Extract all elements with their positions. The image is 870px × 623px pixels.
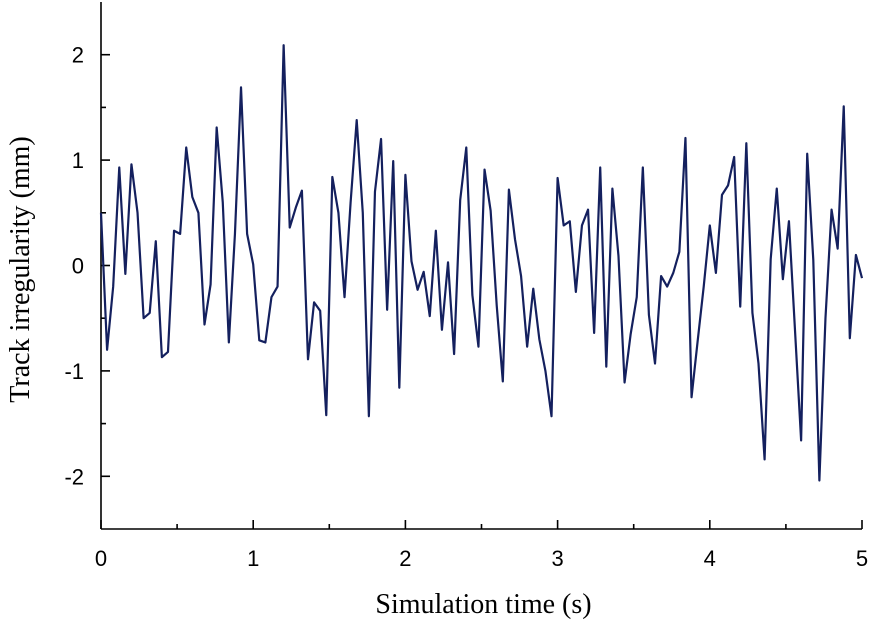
x-tick-label: 5 <box>856 546 868 571</box>
y-tick-label: -2 <box>64 464 84 489</box>
x-tick-label: 4 <box>704 546 716 571</box>
ticks <box>100 53 863 529</box>
y-axis-label: Track irregularity (mm) <box>5 136 36 402</box>
x-axis-label: Simulation time (s) <box>375 589 591 620</box>
x-tick-label: 1 <box>247 546 259 571</box>
x-tick-label: 3 <box>551 546 563 571</box>
x-tick-label: 0 <box>95 546 107 571</box>
y-tick-label: 1 <box>72 148 84 173</box>
y-tick-label: 0 <box>72 254 84 279</box>
tick-labels: 0 1 2 3 4 5 -2 -1 0 1 2 <box>64 43 868 571</box>
x-tick-label: 2 <box>399 546 411 571</box>
y-tick-label: -1 <box>64 359 84 384</box>
series-line <box>99 44 864 482</box>
y-tick-label: 2 <box>72 43 84 68</box>
